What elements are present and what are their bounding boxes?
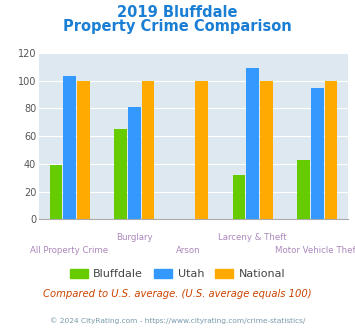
Bar (195, 81, 208, 219)
Bar (260, 81, 273, 219)
Bar (114, 129, 127, 219)
Text: Arson: Arson (175, 246, 200, 255)
Text: Larceny & Theft: Larceny & Theft (218, 233, 287, 242)
Bar (311, 87, 324, 219)
Text: All Property Crime: All Property Crime (31, 246, 109, 255)
Bar (246, 68, 259, 219)
Bar (49, 165, 62, 219)
Bar (77, 81, 89, 219)
Bar (325, 81, 338, 219)
Bar (63, 77, 76, 219)
Bar (128, 107, 141, 219)
Text: Property Crime Comparison: Property Crime Comparison (63, 19, 292, 34)
Text: © 2024 CityRating.com - https://www.cityrating.com/crime-statistics/: © 2024 CityRating.com - https://www.city… (50, 317, 305, 324)
Text: Burglary: Burglary (116, 233, 153, 242)
Bar (142, 81, 154, 219)
Legend: Bluffdale, Utah, National: Bluffdale, Utah, National (65, 265, 290, 284)
Text: Motor Vehicle Theft: Motor Vehicle Theft (275, 246, 355, 255)
Text: Compared to U.S. average. (U.S. average equals 100): Compared to U.S. average. (U.S. average … (43, 289, 312, 299)
Bar (233, 175, 245, 219)
Bar (297, 160, 310, 219)
Text: 2019 Bluffdale: 2019 Bluffdale (117, 5, 238, 20)
